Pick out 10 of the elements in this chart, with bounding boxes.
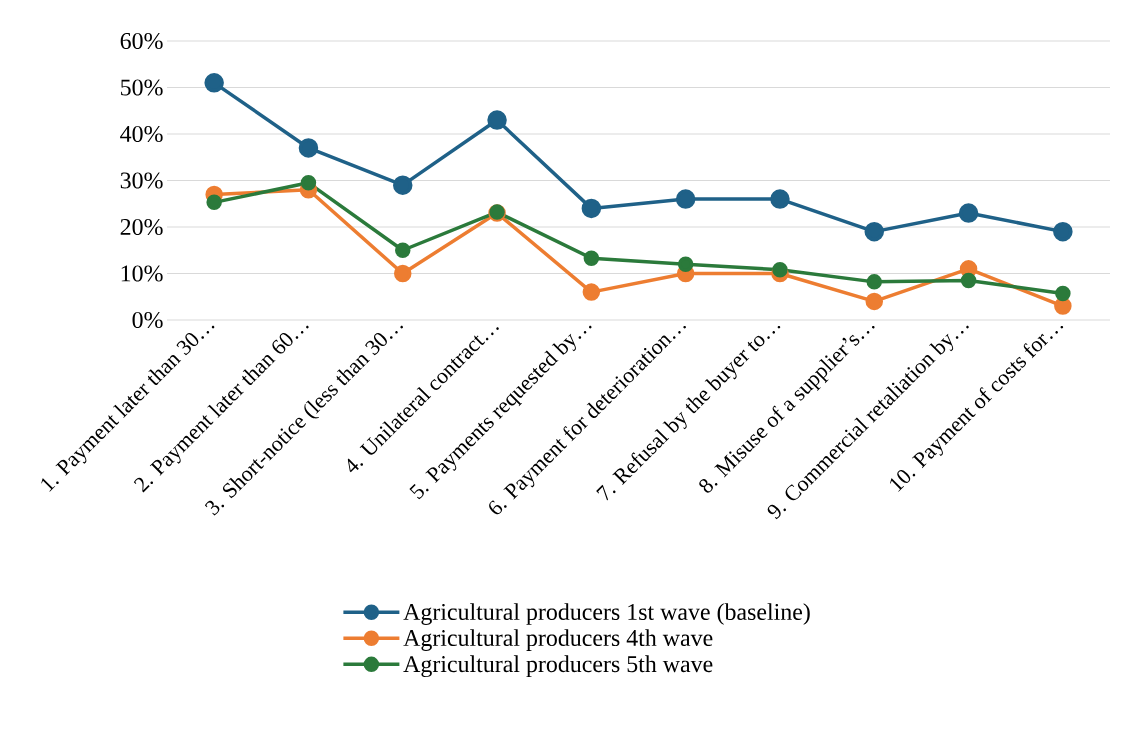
y-tick-label: 40%: [120, 125, 163, 143]
legend-label: Agricultural producers 5th wave: [403, 655, 713, 678]
legend-label: Agricultural producers 4th wave: [403, 629, 713, 651]
y-tick-label: 50%: [121, 79, 163, 96]
y-tick-label: 0%: [132, 311, 163, 329]
y-tick-label: 60%: [120, 32, 163, 50]
y-tick-label: 10%: [121, 265, 163, 282]
y-tick-label: 20%: [120, 218, 163, 236]
y-tick-label: 30%: [120, 172, 163, 189]
legend-label: Agricultural producers 1st wave (baseline): [403, 603, 810, 625]
